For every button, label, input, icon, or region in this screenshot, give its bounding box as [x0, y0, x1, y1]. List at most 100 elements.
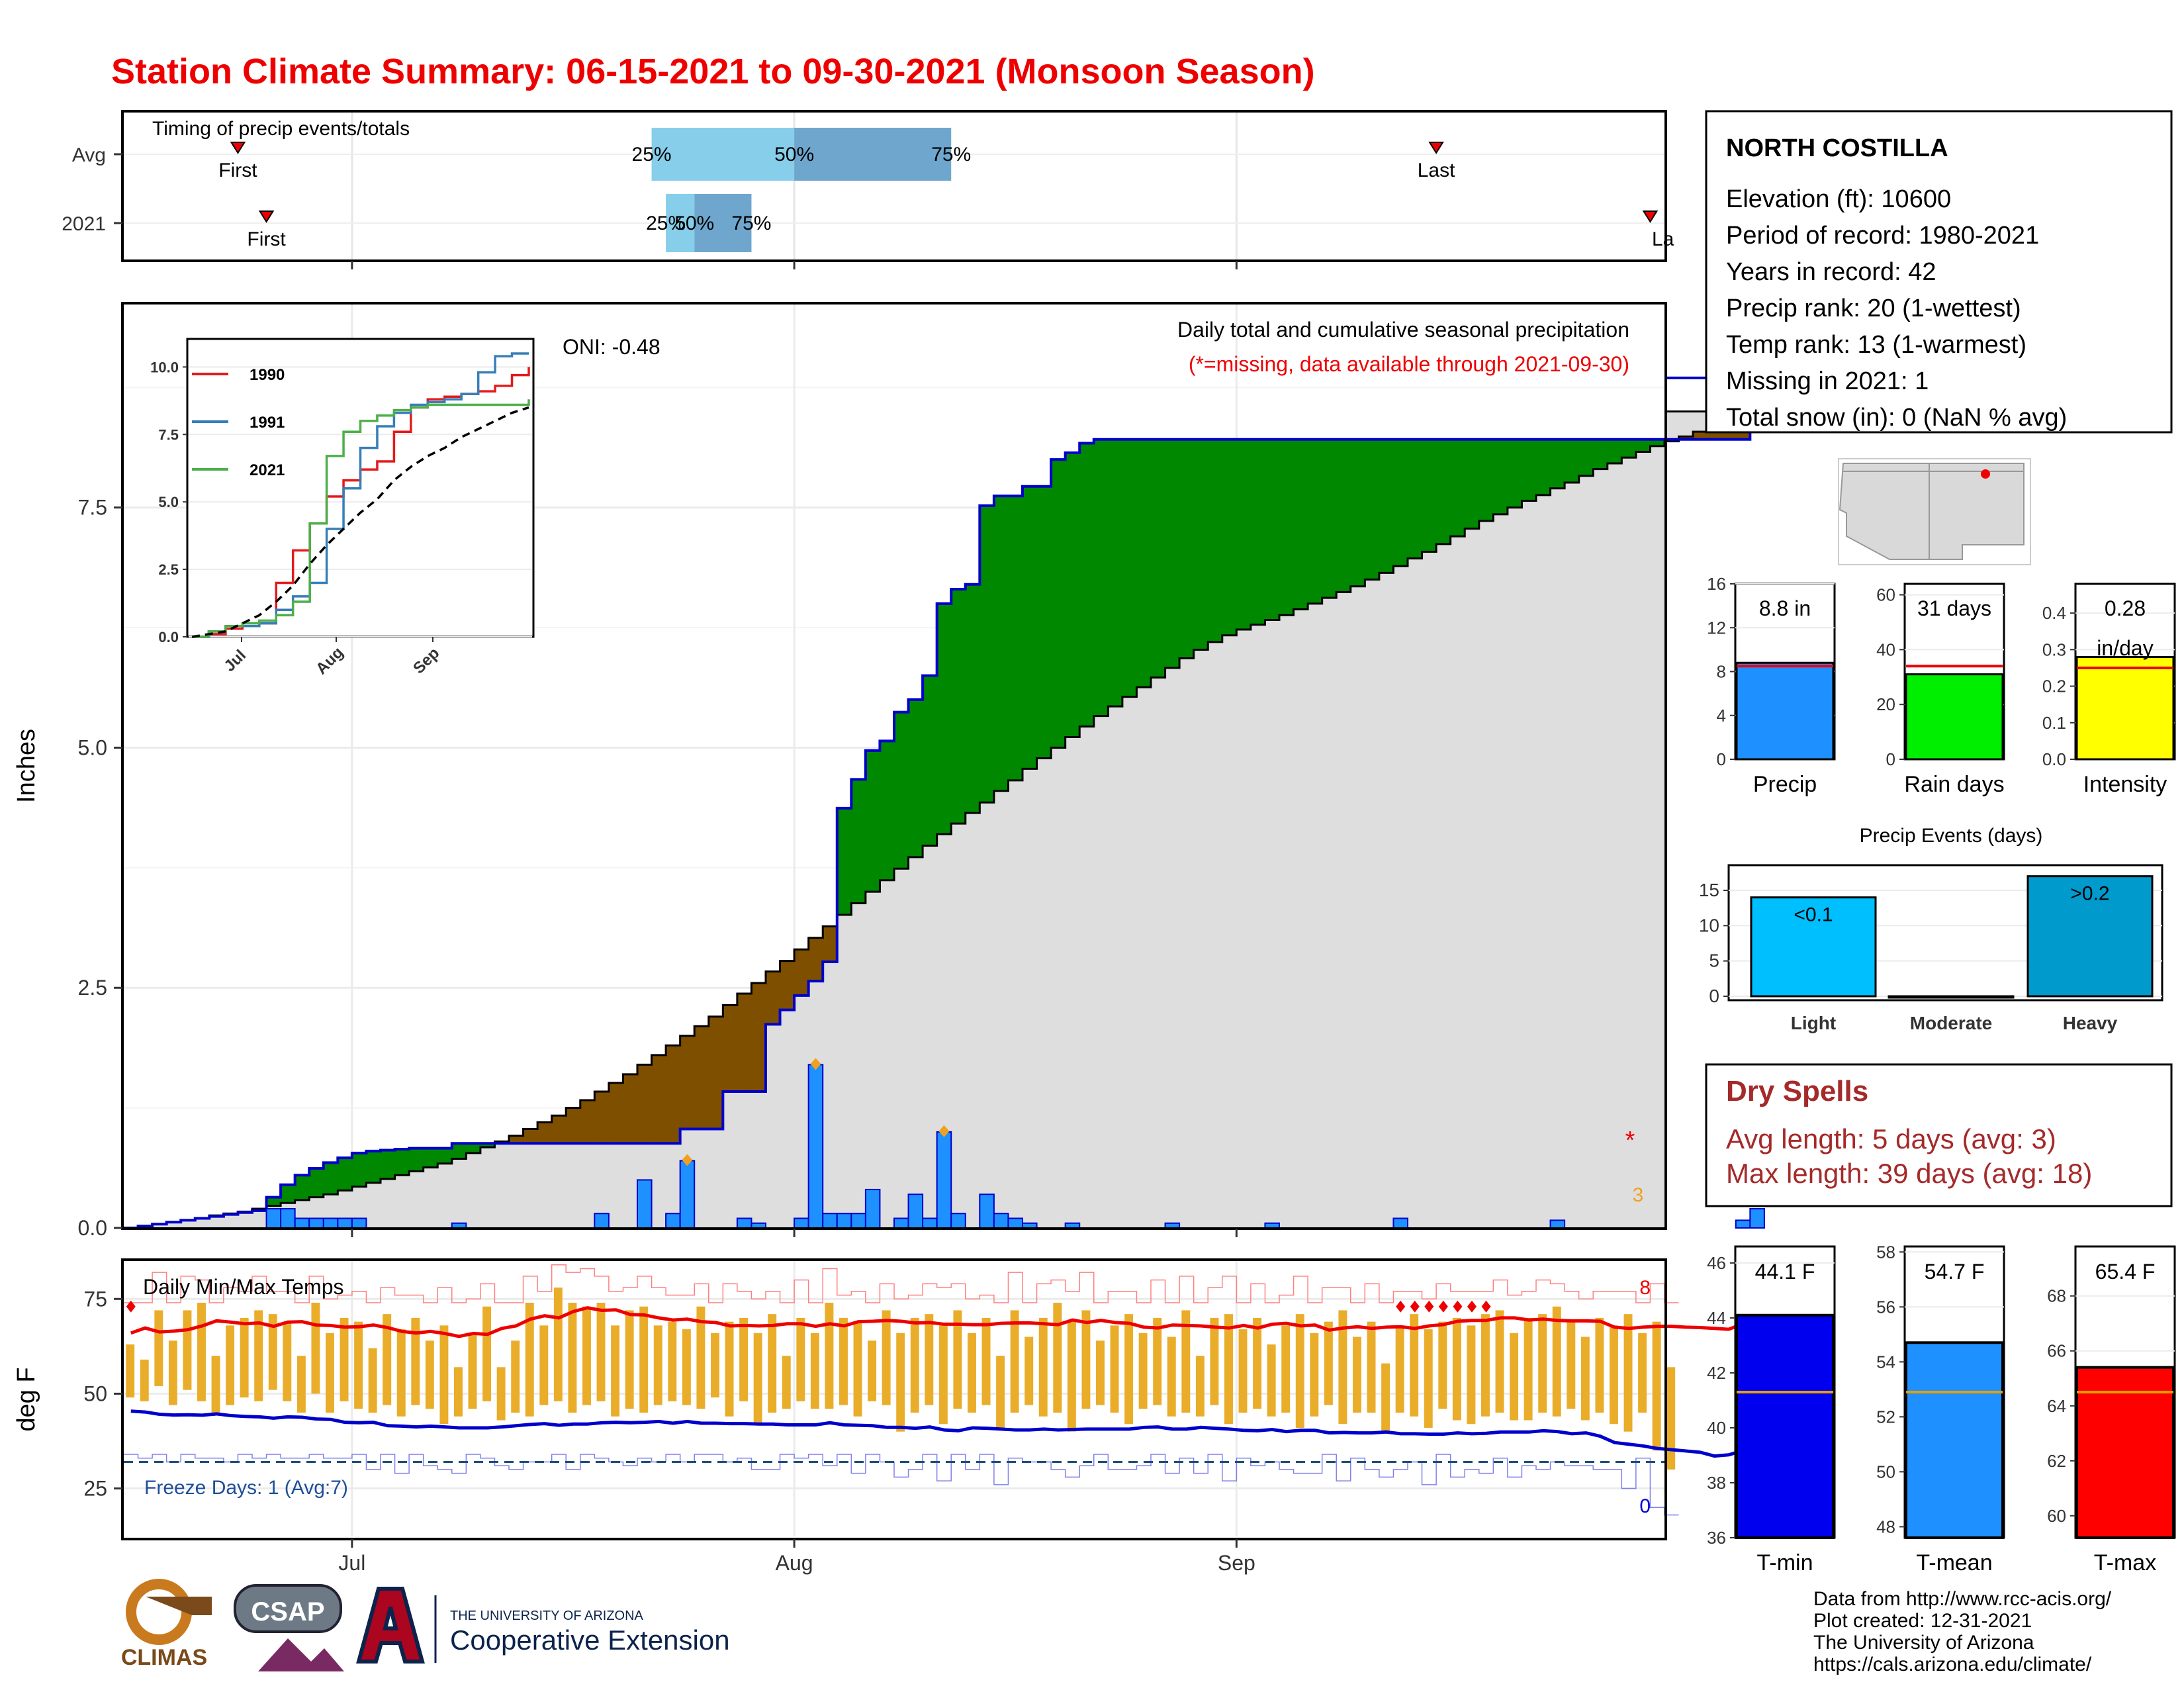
above-average-area	[1236, 439, 1251, 630]
daily-temp-bar	[126, 1344, 135, 1398]
events-y-ticks: 0 5 10 15	[1699, 880, 1729, 1006]
temp-y-ticks: 25 50 75	[83, 1287, 122, 1501]
daily-temp-bar	[511, 1340, 520, 1413]
above-average-area	[851, 779, 866, 904]
temp-summary-y-tick-label: 50	[1876, 1462, 1895, 1481]
timing-quartile-bars	[651, 128, 952, 252]
daily-temp-bar	[1238, 1329, 1248, 1413]
above-average-area	[1193, 439, 1208, 650]
timing-last-label: Last	[1418, 160, 1455, 181]
daily-temp-bar	[396, 1329, 406, 1417]
below-average-area	[694, 1026, 709, 1129]
mini-bar-y-tick-label: 0.4	[2042, 603, 2066, 623]
daily-temp-bar	[268, 1314, 277, 1390]
above-average-area	[351, 1152, 367, 1187]
events-bar	[1888, 995, 2015, 999]
avg-tmax-line	[130, 1306, 1772, 1338]
daily-temp-bar	[1538, 1314, 1547, 1413]
avg-cumulative-line	[124, 410, 1766, 1229]
daily-temp-bar	[553, 1288, 563, 1401]
daily-temp-bar	[1181, 1310, 1191, 1413]
daily-precip-bar	[594, 1213, 610, 1229]
daily-temp-bar	[1652, 1321, 1661, 1451]
mini-bar-value	[2075, 655, 2175, 761]
daily-temp-bar	[254, 1310, 263, 1401]
above-average-area	[1336, 439, 1351, 592]
daily-precip-bar	[308, 1217, 324, 1229]
daily-temp-bar	[539, 1325, 549, 1405]
station-line-elevation: Elevation (ft): 10600	[1726, 185, 1951, 213]
above-average-area	[1607, 439, 1622, 463]
station-line-snow: Total snow (in): 0 (NaN % avg)	[1726, 404, 2067, 432]
daily-temp-bar	[653, 1325, 662, 1405]
events-x-label: Moderate	[1910, 1013, 1992, 1033]
timing-bar-q25-q50	[666, 194, 695, 252]
above-average-area	[394, 1149, 410, 1176]
daily-temp-bar	[1395, 1325, 1404, 1413]
above-average-area	[993, 496, 1009, 791]
daily-temp-bar	[140, 1359, 149, 1401]
daily-temp-bar	[283, 1321, 292, 1401]
daily-temp-bar	[1067, 1321, 1076, 1432]
temp-summary-y-tick-label: 46	[1707, 1253, 1726, 1273]
timing-quartile-label: 50%	[774, 144, 814, 165]
events-y-tick-label: 15	[1699, 880, 1719, 900]
map-new-mexico	[1929, 463, 2025, 560]
daily-temp-bar	[739, 1317, 749, 1401]
precip-caption: Daily total and cumulative seasonal prec…	[1177, 318, 1629, 342]
mini-bar-category-label: Precip	[1753, 772, 1817, 797]
daily-temp-bar	[1081, 1310, 1091, 1409]
csap-logo-cloud	[234, 1584, 342, 1633]
daily-temp-bar	[226, 1325, 235, 1405]
mini-bar-y-tick-label: 0.2	[2042, 677, 2066, 696]
temp-summary-y-tick-label: 56	[1876, 1297, 1895, 1317]
dry-spells-max: Max length: 39 days (avg: 18)	[1726, 1158, 2092, 1189]
csap-logo-mountain	[258, 1638, 344, 1671]
temp-panel-border	[121, 1258, 1667, 1540]
x-axis-ticks: Jul Aug Sep	[338, 261, 1255, 1575]
footer-credits: Data from http://www.rcc-acis.org/ Plot …	[1813, 1588, 2112, 1675]
daily-temp-bar	[340, 1317, 349, 1401]
daily-precip-bar	[1264, 1222, 1281, 1229]
mini-bar-value-label: 8.8 in	[1759, 596, 1811, 620]
dry-spells-frame	[1705, 1063, 2173, 1207]
temp-summary-value-label: 54.7 F	[1925, 1260, 1985, 1284]
daily-temp-bar	[925, 1314, 934, 1405]
temp-summary-category-label: T-mean	[1916, 1550, 1992, 1575]
daily-temp-bar	[1167, 1336, 1176, 1417]
timing-bar-q25-q50	[651, 128, 795, 181]
above-average-area	[1522, 439, 1537, 501]
mini-bar-value	[1905, 673, 2004, 761]
above-average-area	[1436, 439, 1451, 544]
footer-line-university: The University of Arizona	[1813, 1632, 2034, 1654]
daily-temp-bar	[981, 1317, 991, 1405]
below-average-area	[680, 1035, 695, 1129]
daily-precip-bar	[265, 1207, 282, 1229]
mini-bar-value-label: 0.28	[2105, 596, 2146, 620]
daily-temp-bar	[211, 1356, 220, 1413]
daily-temp-bar	[1124, 1314, 1134, 1425]
timing-quartile-label: 50%	[674, 212, 714, 234]
climas-logo: CLIMAS	[121, 1579, 212, 1670]
daily-temp-bar	[1210, 1317, 1219, 1405]
temp-y-tick-label: 50	[83, 1382, 107, 1405]
temp-panel-frame	[122, 1260, 1666, 1539]
precip-events-chart: Precip Events (days) <0.1 >0.2 0 5 10 15 Lig…	[1699, 825, 2163, 1033]
daily-precip-bar	[979, 1194, 995, 1229]
climas-logo-mark	[126, 1579, 192, 1645]
daily-temp-bar	[240, 1317, 249, 1398]
daily-precip-bar	[294, 1217, 310, 1229]
above-average-area	[1023, 486, 1038, 769]
daily-precip-bar	[807, 1064, 824, 1229]
daily-temp-bar	[383, 1314, 392, 1405]
daily-temp-bar	[796, 1317, 805, 1401]
ua-logo-big-text: Cooperative Extension	[450, 1624, 730, 1656]
inset-y-ticks: 0.0 2.5 5.0 7.5 10.0	[150, 359, 187, 645]
temp-summary-bar	[2075, 1366, 2175, 1540]
above-average-area	[1408, 439, 1423, 559]
daily-precip-bar	[322, 1217, 339, 1229]
timing-last-marker	[1428, 142, 1444, 154]
below-average-area	[551, 1115, 567, 1144]
